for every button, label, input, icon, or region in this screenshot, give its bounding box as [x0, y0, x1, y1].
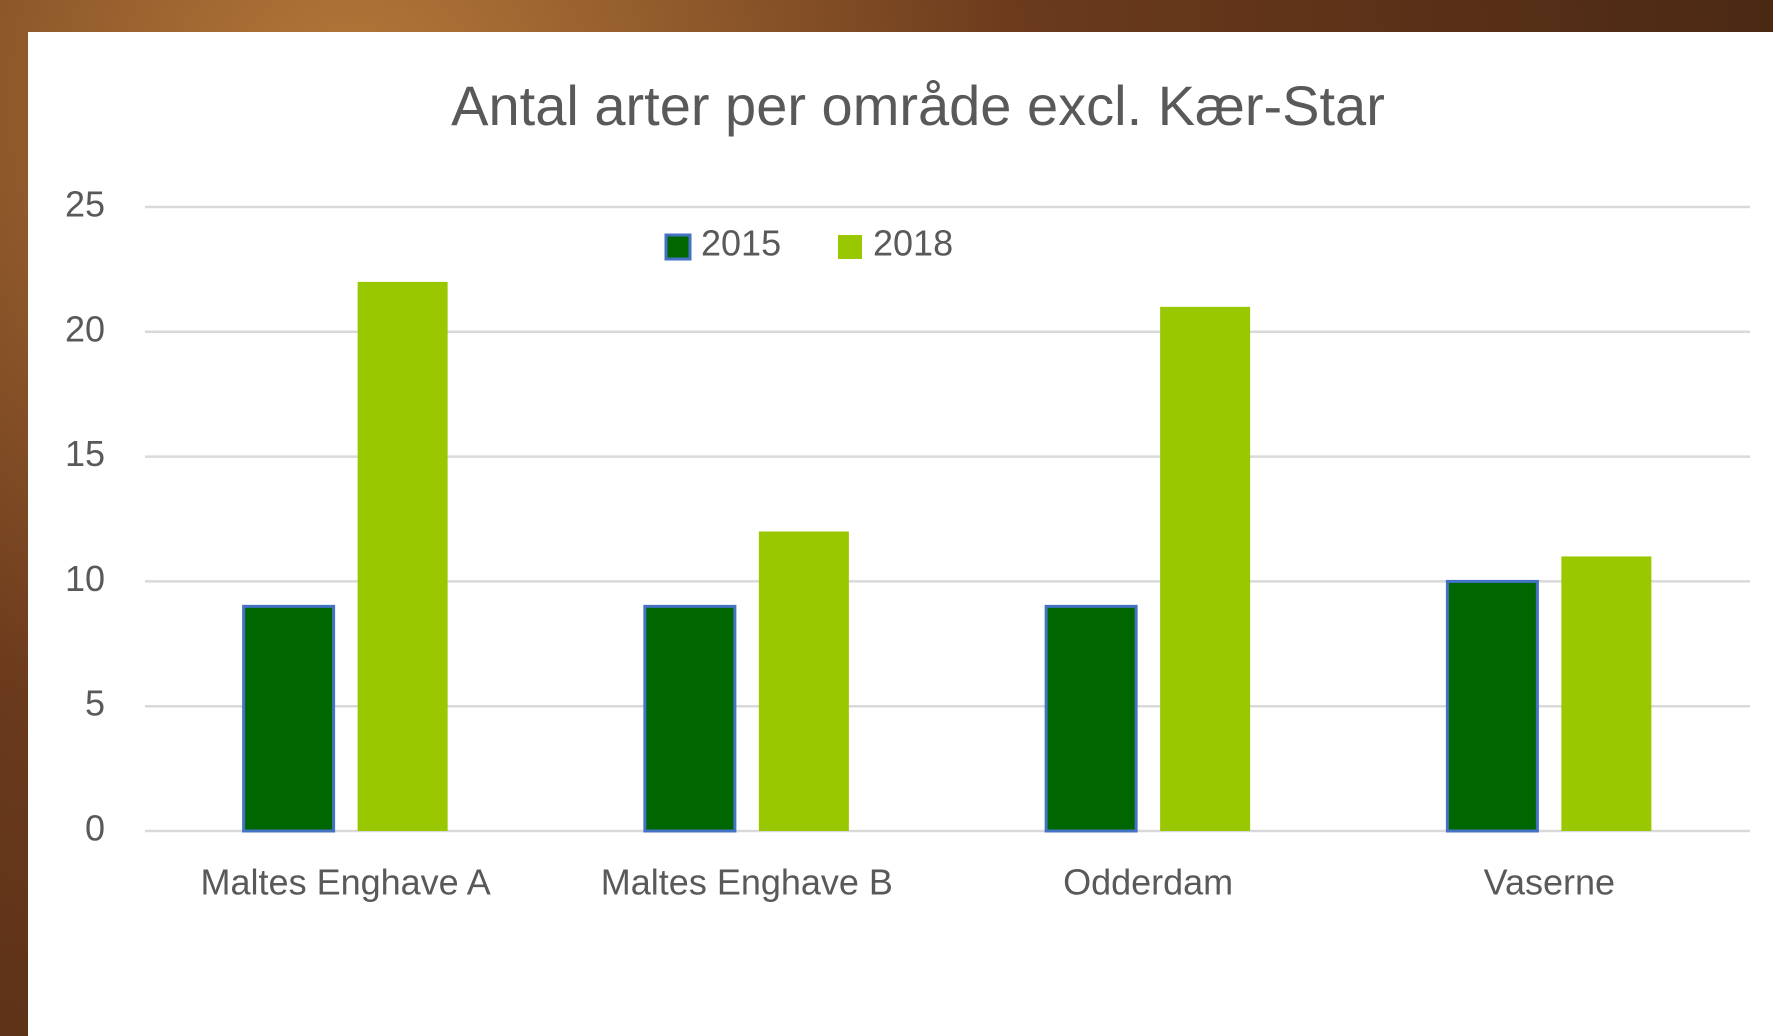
bar: [1447, 581, 1537, 831]
page: Antal arter per område excl. Kær-Star 0 5…: [0, 0, 1773, 1036]
chart: Antal arter per område excl. Kær-Star 0 5…: [0, 0, 1773, 1036]
legend-swatch: [838, 235, 862, 259]
x-tick-label: Maltes Enghave B: [601, 862, 893, 903]
y-tick-label: 10: [65, 558, 105, 599]
legend-swatch: [666, 235, 690, 259]
bar: [244, 606, 334, 831]
y-tick-label: 20: [65, 308, 105, 349]
bar: [1160, 307, 1250, 831]
legend-label: 2018: [873, 223, 953, 264]
x-tick-label: Odderdam: [1063, 862, 1233, 903]
y-tick-label: 5: [85, 683, 105, 724]
chart-title: Antal arter per område excl. Kær-Star: [451, 74, 1385, 137]
bar: [645, 606, 735, 831]
y-tick-label: 0: [85, 808, 105, 849]
bar: [1561, 556, 1651, 831]
bar: [1046, 606, 1136, 831]
legend-label: 2015: [701, 223, 781, 264]
x-tick-label: Maltes Enghave A: [201, 862, 491, 903]
bar: [759, 531, 849, 831]
bar: [358, 282, 448, 831]
x-tick-label: Vaserne: [1484, 862, 1615, 903]
y-tick-label: 25: [65, 184, 105, 225]
y-tick-label: 15: [65, 433, 105, 474]
